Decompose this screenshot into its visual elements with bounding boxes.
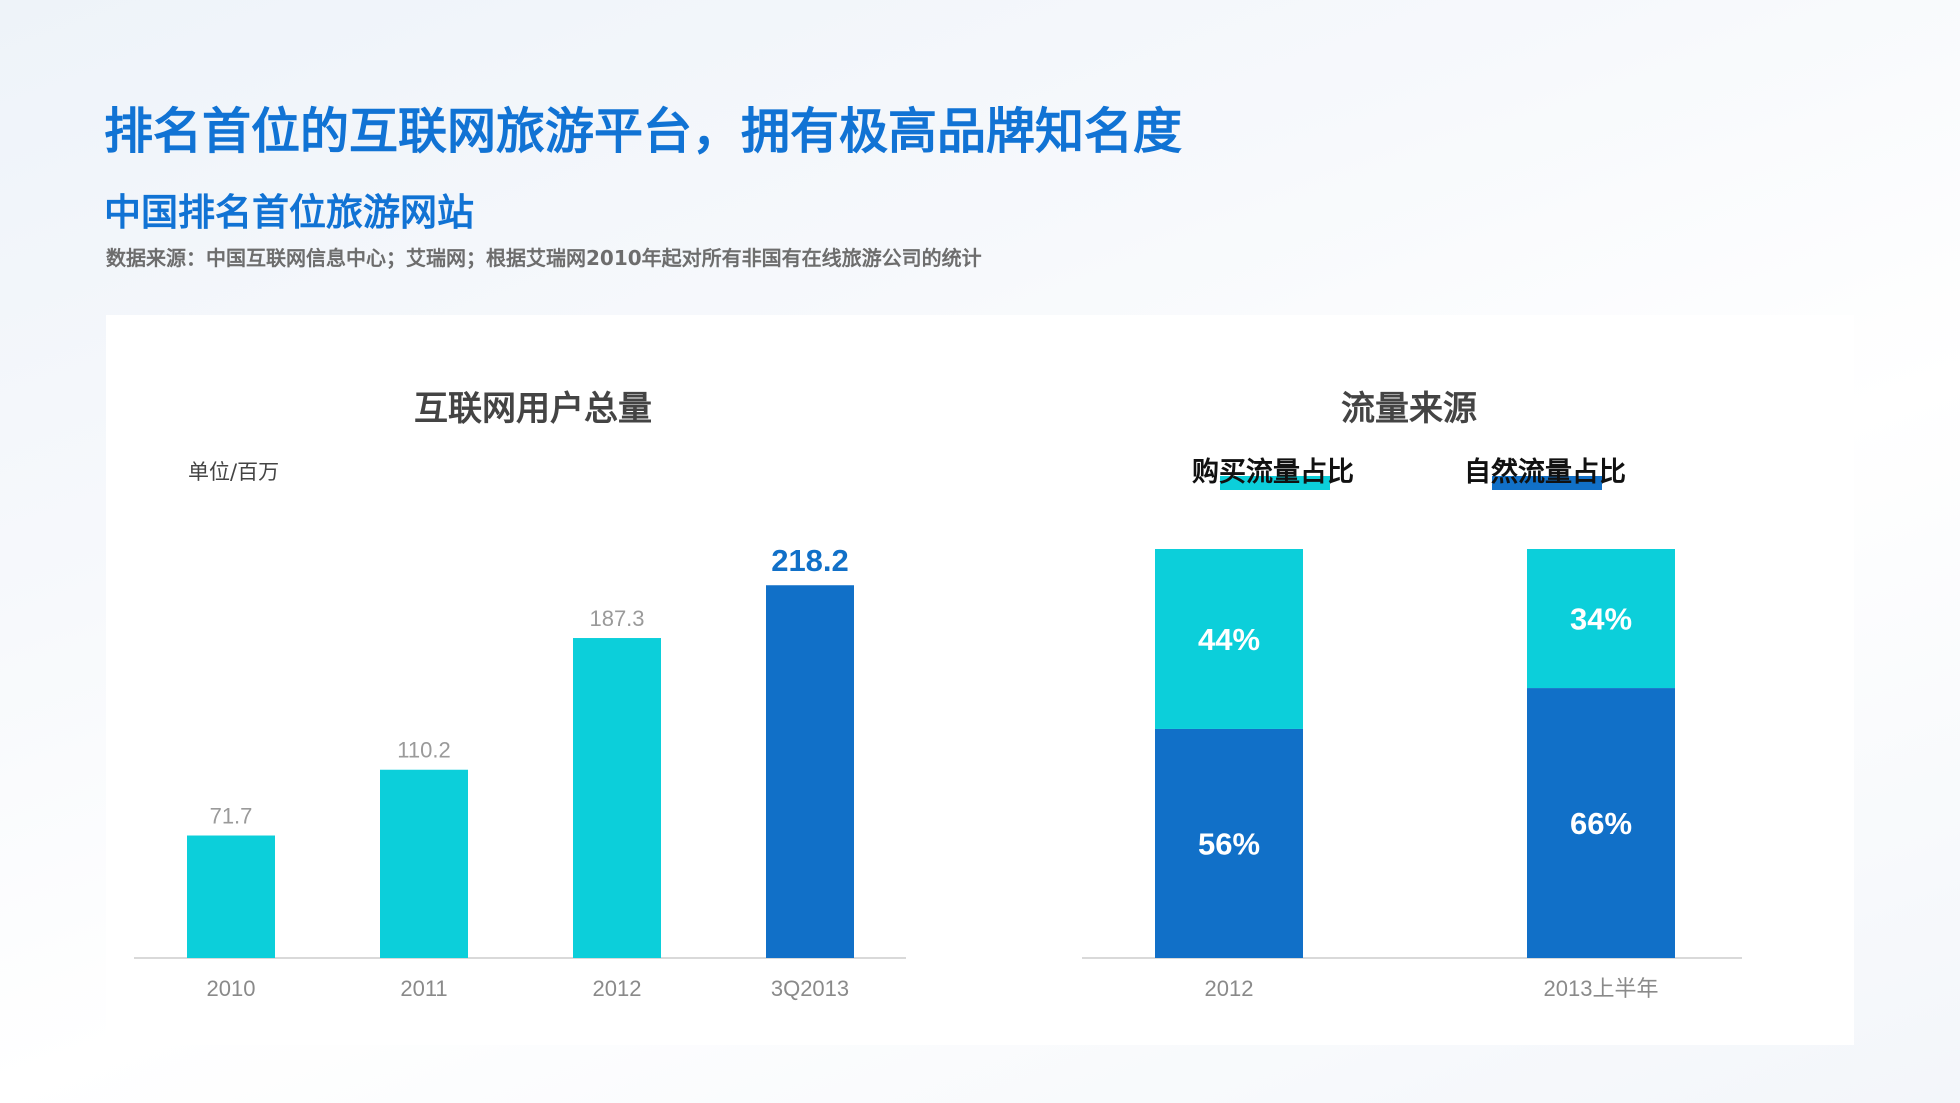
legend-label-paid: 购买流量占比 xyxy=(1192,457,1354,488)
x-tick-label-3Q2013: 3Q2013 xyxy=(771,976,849,1001)
legend-item-paid: 购买流量占比 xyxy=(1192,450,1354,490)
charts-card: 互联网用户总量 单位/百万 71.7 2010 110.2 2011 187.3 2012… xyxy=(106,315,1854,1045)
bar-segment-organic-2012 xyxy=(1155,728,1303,958)
traffic-stacked-bar-chart: 56% 44% 2012 66% 34% 2013上半年 xyxy=(1082,549,1742,1001)
bar-segment-paid-2012 xyxy=(1155,549,1303,729)
x-tick-label-2012: 2012 xyxy=(1205,976,1254,1001)
legend-item-organic: 自然流量占比 xyxy=(1464,450,1626,490)
legend-swatch-paid xyxy=(1220,476,1330,490)
page-subtitle: 中国排名首位旅游网站 xyxy=(104,191,474,234)
bar-2010 xyxy=(187,835,275,958)
bar-3Q2013 xyxy=(766,585,854,958)
legend-label-organic: 自然流量占比 xyxy=(1464,457,1626,488)
legend-swatch-organic xyxy=(1492,476,1602,490)
bar-value-label-2011: 110.2 xyxy=(397,738,450,763)
x-tick-label-2012: 2012 xyxy=(593,976,642,1001)
segment-value-label-paid-2013上半年: 34% xyxy=(1570,602,1632,637)
bar-2011 xyxy=(380,769,468,958)
users-chart-unit: 单位/百万 xyxy=(188,460,280,484)
bar-segment-organic-2013上半年 xyxy=(1527,688,1675,958)
traffic-chart-title: 流量来源 xyxy=(1341,389,1477,429)
users-chart-title: 互联网用户总量 xyxy=(414,389,652,429)
segment-value-label-organic-2013上半年: 66% xyxy=(1570,806,1632,841)
bar-segment-paid-2013上半年 xyxy=(1527,549,1675,689)
x-tick-label-2013上半年: 2013上半年 xyxy=(1544,976,1659,1001)
data-source-note: 数据来源：中国互联网信息中心；艾瑞网；根据艾瑞网2010年起对所有非国有在线旅游… xyxy=(106,246,982,270)
bar-value-label-2012: 187.3 xyxy=(589,606,644,631)
bar-value-label-2010: 71.7 xyxy=(210,804,253,829)
segment-value-label-organic-2012: 56% xyxy=(1198,826,1260,861)
x-tick-label-2011: 2011 xyxy=(400,976,447,1001)
page-title: 排名首位的互联网旅游平台，拥有极高品牌知名度 xyxy=(104,103,1183,160)
bar-value-label-3Q2013: 218.2 xyxy=(771,543,849,578)
users-bar-chart: 71.7 2010 110.2 2011 187.3 2012 218.2 3Q2013 xyxy=(134,543,906,1001)
x-tick-label-2010: 2010 xyxy=(207,976,256,1001)
bar-2012 xyxy=(573,638,661,958)
segment-value-label-paid-2012: 44% xyxy=(1198,622,1260,657)
